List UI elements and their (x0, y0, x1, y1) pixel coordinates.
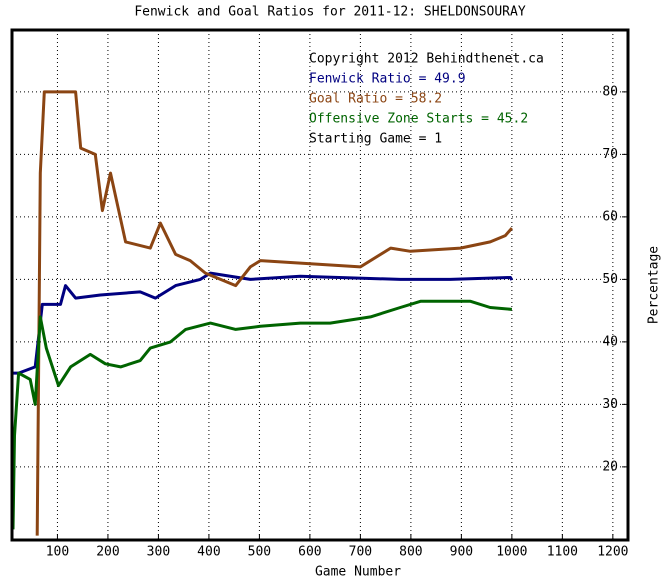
x-tick-label: 900 (450, 545, 473, 560)
y-tick-label: 80 (602, 84, 618, 99)
series-line (11, 299, 513, 530)
y-tick-label: 40 (602, 334, 618, 349)
x-tick-label: 1200 (597, 545, 628, 560)
x-tick-label: 400 (197, 545, 220, 560)
x-tick-label: 700 (349, 545, 372, 560)
x-tick-label: 100 (46, 545, 69, 560)
chart-title: Fenwick and Goal Ratios for 2011-12: SHE… (134, 5, 526, 20)
plot-frame (10, 28, 630, 542)
x-tick-label: 200 (96, 545, 119, 560)
series-line (13, 271, 514, 375)
y-axis-label: Percentage (647, 246, 662, 324)
x-axis-label: Game Number (315, 565, 401, 580)
y-tick-label: 50 (602, 272, 618, 287)
x-tick-label: 600 (298, 545, 321, 560)
y-tick-label: 60 (602, 209, 618, 224)
annotation: Starting Game = 1 (309, 132, 442, 147)
legend-entry: Offensive Zone Starts = 45.2 (309, 112, 528, 127)
x-tick-label: 800 (399, 545, 422, 560)
x-tick-label: 300 (147, 545, 170, 560)
x-tick-label: 1000 (496, 545, 527, 560)
series-line (35, 90, 514, 536)
legend-entry: Fenwick Ratio = 49.9 (309, 72, 466, 87)
x-tick-label: 1100 (547, 545, 578, 560)
y-tick-label: 30 (602, 397, 618, 412)
legend-entry: Goal Ratio = 58.2 (309, 92, 442, 107)
y-tick-label: 20 (602, 459, 618, 474)
annotation: Copyright 2012 Behindthenet.ca (309, 52, 544, 67)
x-tick-label: 500 (248, 545, 271, 560)
y-tick-label: 70 (602, 147, 618, 162)
